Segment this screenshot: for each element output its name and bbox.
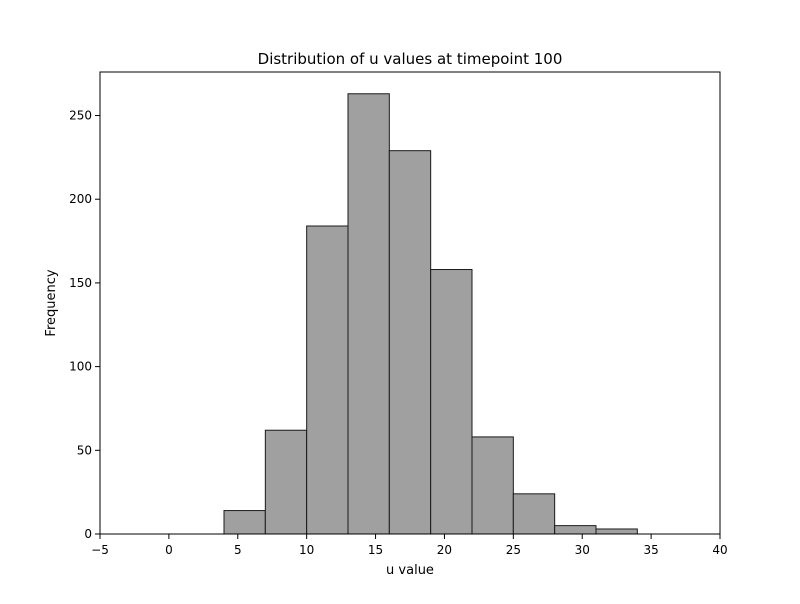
x-axis-label: u value (386, 563, 434, 578)
bars-layer (223, 93, 638, 535)
x-tick-label-4: 15 (368, 543, 383, 557)
axes-frame (99, 71, 721, 535)
x-tick-label-9: 40 (712, 543, 727, 557)
x-tick-label-2: 5 (234, 543, 242, 557)
y-tick-label-1: 50 (77, 443, 92, 457)
x-tick-label-1: 0 (165, 543, 173, 557)
histogram-bar-8 (554, 525, 597, 535)
y-tick-label-3: 150 (69, 276, 92, 290)
histogram-bar-1 (264, 429, 308, 535)
histogram-bar-4 (388, 150, 432, 535)
histogram-bar-0 (223, 510, 266, 535)
y-axis: 0 50 100 150 200 250 (69, 109, 100, 541)
y-tick-label-0: 0 (84, 527, 92, 541)
histogram-bar-3 (347, 93, 390, 535)
histogram-bar-2 (306, 225, 349, 535)
x-tick-label-6: 25 (506, 543, 521, 557)
histogram-bar-5 (430, 269, 473, 535)
histogram-bar-7 (512, 493, 556, 535)
histogram-bar-9 (595, 528, 638, 535)
x-tick-label-3: 10 (299, 543, 314, 557)
x-axis: −5 0 5 10 15 20 25 30 35 40 (91, 534, 728, 557)
x-tick-label-5: 20 (437, 543, 452, 557)
y-axis-label: Frequency (44, 269, 59, 336)
x-tick-label-0: −5 (91, 543, 109, 557)
y-tick-label-5: 250 (69, 109, 92, 123)
x-tick-label-8: 35 (643, 543, 658, 557)
x-tick-label-7: 30 (575, 543, 590, 557)
y-tick-label-2: 100 (69, 360, 92, 374)
chart-title: Distribution of u values at timepoint 10… (258, 50, 563, 68)
y-tick-label-4: 200 (69, 192, 92, 206)
histogram-bar-6 (471, 436, 514, 535)
